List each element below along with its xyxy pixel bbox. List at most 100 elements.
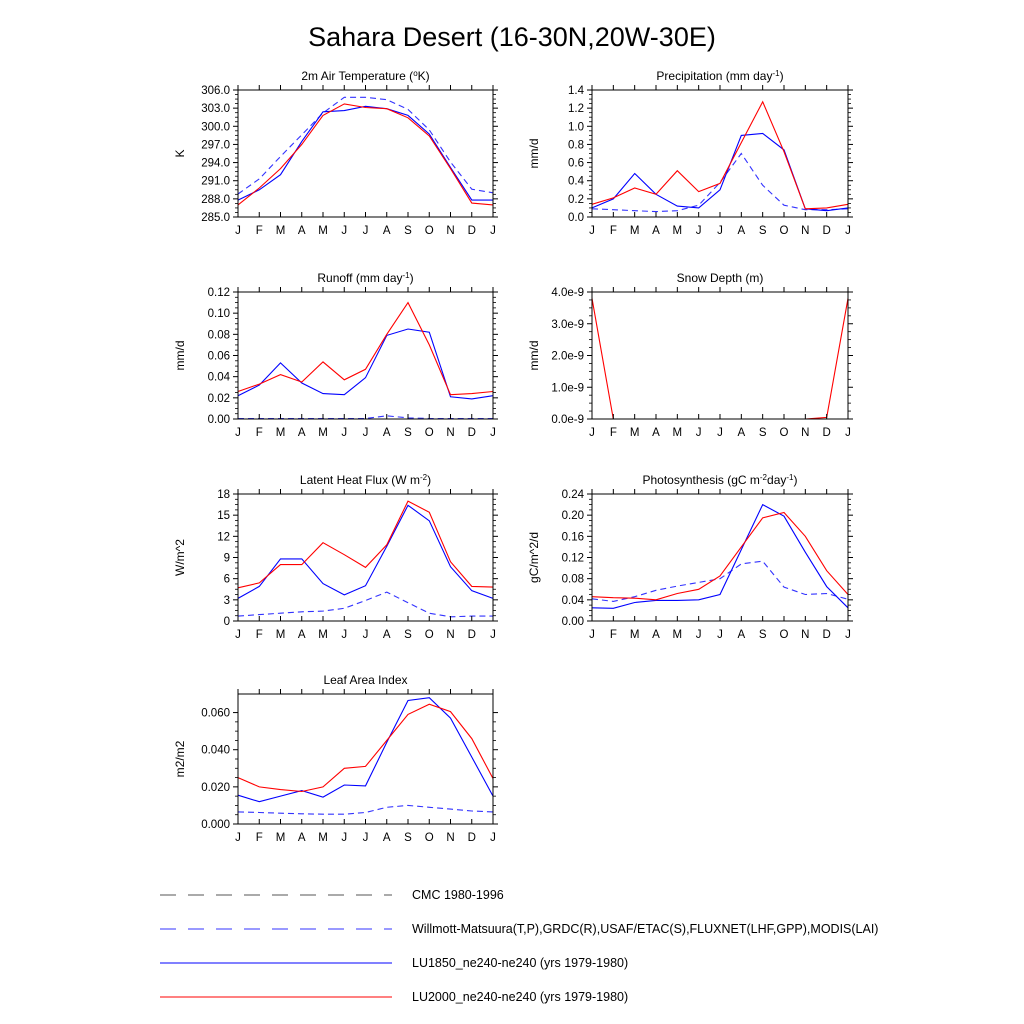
y-tick-label: 1.4 (568, 85, 585, 97)
y-tick-label: 0 (224, 616, 230, 628)
x-tick-label: J (235, 832, 241, 844)
x-tick-label: M (673, 225, 683, 237)
series-line-willmott-matsuura (591, 152, 849, 213)
x-tick-label: D (823, 629, 831, 641)
x-tick-label: A (737, 427, 745, 439)
x-tick-label: D (823, 427, 831, 439)
series-line-fluxnet (591, 560, 849, 602)
x-tick-label: A (298, 225, 306, 237)
x-tick-label: A (737, 629, 745, 641)
x-tick-label: M (630, 225, 640, 237)
y-tick-label: 1.2 (568, 103, 584, 115)
x-tick-label: S (404, 427, 412, 439)
x-tick-label: J (363, 225, 369, 237)
y-axis-label: W/m^2 (173, 539, 187, 576)
x-tick-label: J (235, 427, 241, 439)
y-axis-label: gC/m^2/d (527, 532, 541, 583)
x-tick-label: A (383, 225, 391, 237)
y-axis-label: mm/d (527, 139, 541, 169)
x-tick-label: J (363, 832, 369, 844)
x-tick-label: J (341, 832, 347, 844)
y-tick-label: 0.06 (208, 351, 230, 363)
x-tick-label: A (652, 225, 660, 237)
x-tick-label: S (759, 629, 767, 641)
x-tick-label: M (276, 629, 286, 641)
series-line-lu2000 (591, 511, 849, 601)
series-line-lu1850 (591, 132, 849, 212)
panel-title: Photosynthesis (gC m-2day-1) (643, 473, 798, 488)
x-tick-label: D (468, 629, 476, 641)
x-tick-label: A (383, 832, 391, 844)
series-line-fluxnet (237, 591, 493, 618)
y-tick-label: 0.04 (208, 372, 231, 384)
x-tick-label: A (383, 629, 391, 641)
legend-label: Willmott-Matsuura(T,P),GRDC(R),USAF/ETAC… (412, 922, 878, 936)
y-tick-label: 2.0e-9 (551, 351, 584, 363)
y-tick-label: 0.0e-9 (551, 414, 584, 426)
x-tick-label: F (256, 427, 263, 439)
legend-label: LU2000_ne240-ne240 (yrs 1979-1980) (412, 990, 628, 1004)
y-tick-label: 18 (217, 489, 230, 501)
x-tick-label: J (696, 629, 702, 641)
x-tick-label: M (318, 225, 328, 237)
x-tick-label: J (696, 427, 702, 439)
x-tick-label: A (652, 629, 660, 641)
x-tick-label: M (318, 832, 328, 844)
series-line-lu1850 (237, 697, 494, 803)
y-tick-label: 291.0 (201, 176, 230, 188)
y-tick-label: 288.0 (201, 194, 230, 206)
series-line-lu1850 (237, 504, 494, 599)
x-tick-label: A (298, 427, 306, 439)
x-tick-label: J (717, 629, 723, 641)
legend-label: LU1850_ne240-ne240 (yrs 1979-1980) (412, 956, 628, 970)
y-tick-label: 285.0 (201, 212, 230, 224)
y-tick-label: 15 (217, 510, 230, 522)
y-tick-label: 297.0 (201, 139, 230, 151)
y-tick-label: 0.8 (568, 139, 584, 151)
y-tick-label: 0.00 (208, 414, 230, 426)
panel-title: Latent Heat Flux (W m-2) (300, 473, 431, 488)
x-tick-label: A (652, 427, 660, 439)
x-tick-label: M (318, 427, 328, 439)
x-tick-label: J (490, 427, 496, 439)
x-tick-label: A (298, 832, 306, 844)
panels: 2m Air Temperature (oK)J F M A M J J A S O N D J285.… (173, 69, 853, 844)
y-tick-label: 6 (224, 574, 230, 586)
series-line-lu2000 (237, 500, 494, 589)
legend-label: CMC 1980-1996 (412, 888, 504, 902)
y-tick-label: 0.08 (562, 574, 584, 586)
x-tick-label: O (425, 427, 434, 439)
x-tick-label: J (490, 832, 496, 844)
x-tick-label: O (780, 225, 789, 237)
legend: CMC 1980-1996 Willmott-Matsuura(T,P),GRDC… (160, 888, 878, 1004)
x-tick-label: M (318, 629, 328, 641)
x-tick-label: J (490, 629, 496, 641)
x-tick-label: J (717, 225, 723, 237)
y-tick-label: 3 (224, 595, 230, 607)
panel-title: Precipitation (mm day-1) (656, 69, 783, 84)
y-tick-label: 0.12 (208, 287, 230, 299)
series-line-lu2000 (237, 103, 494, 206)
x-tick-label: J (341, 629, 347, 641)
plot-frame (237, 493, 494, 622)
chart-panel-5: Latent Heat Flux (W m-2)J F M A M J J A S O N D J036… (173, 473, 498, 641)
y-tick-label: 0.4 (568, 176, 585, 188)
y-tick-label: 0.04 (562, 595, 585, 607)
x-tick-label: N (446, 427, 454, 439)
y-tick-label: 0.24 (562, 489, 585, 501)
x-tick-label: S (759, 225, 767, 237)
y-tick-label: 12 (217, 531, 230, 543)
main-title: Sahara Desert (16-30N,20W-30E) (308, 22, 716, 52)
x-tick-label: N (801, 427, 809, 439)
series-line-lu2000 (591, 298, 849, 420)
panel-title: Leaf Area Index (323, 673, 407, 687)
y-axis-label: mm/d (173, 341, 187, 371)
x-tick-label: J (341, 427, 347, 439)
x-tick-label: M (276, 832, 286, 844)
series-line-lu2000 (237, 703, 494, 793)
y-axis-label: K (173, 149, 187, 157)
x-tick-label: O (425, 225, 434, 237)
x-tick-label: J (363, 629, 369, 641)
